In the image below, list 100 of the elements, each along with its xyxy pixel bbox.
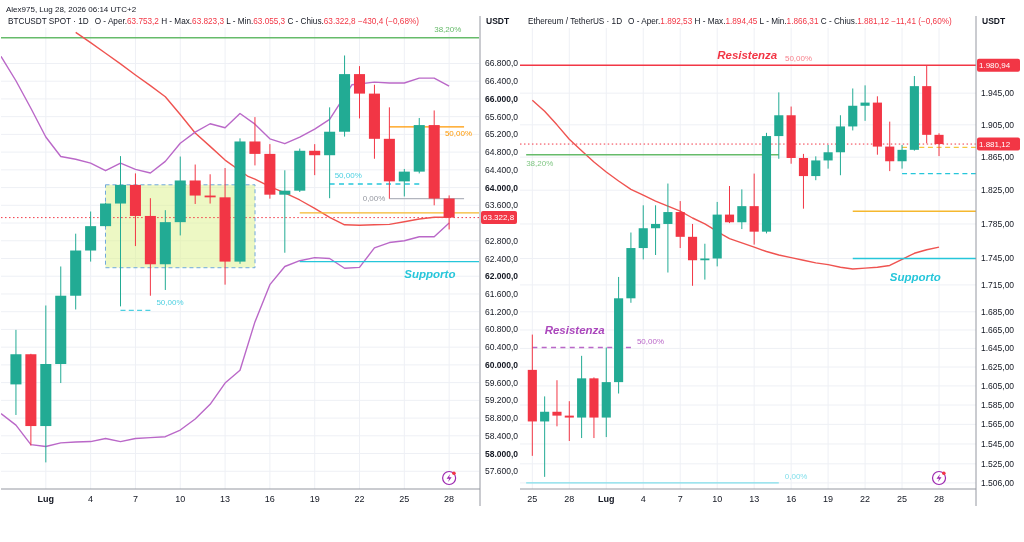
y-tick-label: 64.400,0 xyxy=(485,164,519,175)
annotation: Resistenza xyxy=(717,49,778,62)
x-tick-label: 28 xyxy=(564,494,575,504)
y-tick-label: 1.645,00 xyxy=(981,343,1015,354)
annotation: 50,00% xyxy=(444,129,473,139)
candlestick xyxy=(860,84,870,122)
x-tick-label: 13 xyxy=(749,494,760,504)
annotation: 50,00% xyxy=(636,336,665,346)
candlestick xyxy=(811,155,821,181)
candlestick xyxy=(798,153,809,210)
y-tick-label: 1.545,00 xyxy=(981,438,1015,449)
y-tick-label: 66.400,0 xyxy=(485,76,519,87)
x-tick-label: 4 xyxy=(88,494,94,504)
candlestick xyxy=(848,87,858,131)
text: Alex975, Lug 28, 2026 06:14 UTC+2 xyxy=(6,4,137,14)
y-tick-label: 1.665,00 xyxy=(981,325,1015,335)
x-tick-label: 19 xyxy=(823,494,834,504)
y-tick-label: 1.905,00 xyxy=(981,119,1015,130)
candlestick xyxy=(189,164,201,205)
candlestick xyxy=(638,204,648,260)
candlestick xyxy=(823,144,833,170)
y-tick-label: 61.600,0 xyxy=(485,288,519,299)
y-tick-label: 66.800,0 xyxy=(485,58,519,69)
y-tick-label: 1.865,00 xyxy=(981,152,1015,163)
x-tick-label: 19 xyxy=(309,494,320,504)
y-tick-label: 60.400,0 xyxy=(485,342,519,353)
annotation: 50,00% xyxy=(156,297,184,307)
y-tick-label: 1.715,00 xyxy=(981,279,1015,290)
candlestick xyxy=(249,116,261,166)
y-tick-label: 57.600,0 xyxy=(485,466,519,477)
y-tick-label: 1.945,00 xyxy=(981,88,1015,99)
y-tick-label: 60.000,0 xyxy=(485,359,519,370)
annotation: Supporto xyxy=(889,271,941,284)
annotation: 0,00% xyxy=(362,194,386,204)
y-tick-label: 59.600,0 xyxy=(485,377,519,388)
y-tick-label: 1.525,00 xyxy=(981,458,1015,469)
candlestick xyxy=(552,379,562,427)
y-axis-title: USDT xyxy=(486,16,510,26)
x-tick-label: Lug xyxy=(37,494,55,504)
annotation: 38,20% xyxy=(434,25,462,35)
x-tick-label: Lug xyxy=(598,494,615,504)
x-tick-label: 28 xyxy=(444,494,455,504)
x-tick-label: 25 xyxy=(399,494,410,504)
chart-title: BTCUSDT SPOT · 1D xyxy=(8,16,89,26)
candlestick xyxy=(324,106,336,199)
y-tick-label: 1.625,00 xyxy=(981,362,1015,373)
y-tick-label: 1.685,00 xyxy=(981,306,1015,317)
annotation: 0,00% xyxy=(784,472,808,482)
x-tick-label: 22 xyxy=(860,494,871,504)
y-tick-label: 58.000,0 xyxy=(485,448,519,459)
y-axis-title: USDT xyxy=(982,16,1006,26)
y-tick-label: 1.605,00 xyxy=(981,380,1015,391)
x-tick-label: 28 xyxy=(934,494,945,504)
y-tick-label: 58.800,0 xyxy=(485,413,519,424)
candlestick xyxy=(724,185,735,224)
annotation: Supporto xyxy=(404,268,456,281)
candlestick xyxy=(309,143,321,176)
y-tick-label: 1.506,00 xyxy=(981,477,1015,488)
text: O - Aper.1.892,53 H - Max.1.894,45 L - Min.1.866,31 C - Chius.1.881,12 −11,41 (−0,60%) xyxy=(628,16,952,26)
chart-title: Ethereum / TetherUS · 1D xyxy=(528,16,623,26)
candlestick xyxy=(353,65,366,119)
y-tick-label: 58.400,0 xyxy=(485,430,519,441)
y-tick-label: 61.200,0 xyxy=(485,306,519,317)
candlestick xyxy=(687,223,698,287)
x-tick-label: 16 xyxy=(786,494,797,504)
text: O - Aper.63.753,2 H - Max.63.823,3 L - Min.63.055,3 C - Chius.63.322,8 −430,4 (−0,68%) xyxy=(94,16,419,26)
y-tick-label: 64.800,0 xyxy=(485,147,519,158)
annotation: 50,00% xyxy=(784,53,813,63)
annotation: 50,00% xyxy=(334,170,362,180)
candlestick xyxy=(540,395,550,478)
y-tick-label: 65.600,0 xyxy=(485,111,519,122)
candlestick xyxy=(663,183,673,274)
ref-line-label: 63.322,8 xyxy=(483,213,515,223)
candlestick xyxy=(774,91,784,160)
ref-line-label: 1.881,12 xyxy=(979,139,1011,149)
y-tick-label: 63.600,0 xyxy=(485,200,519,211)
y-tick-label: 62.000,0 xyxy=(485,271,519,282)
y-tick-label: 64.000,0 xyxy=(485,182,519,193)
x-tick-label: 22 xyxy=(354,494,365,504)
y-tick-label: 1.785,00 xyxy=(981,218,1015,229)
ref-line-label: 1.980,94 xyxy=(979,60,1011,70)
candlestick xyxy=(897,144,907,170)
candlestick xyxy=(279,169,291,254)
y-tick-label: 60.800,0 xyxy=(485,324,519,335)
y-tick-label: 66.000,0 xyxy=(485,93,519,104)
candlestick xyxy=(651,204,661,256)
annotation: Resistenza xyxy=(544,323,606,336)
x-tick-label: 13 xyxy=(220,494,231,504)
candlestick xyxy=(564,400,574,442)
y-tick-label: 62.400,0 xyxy=(485,253,519,264)
candlestick xyxy=(398,168,410,197)
candlestick xyxy=(100,202,112,228)
x-tick-label: 10 xyxy=(712,494,723,504)
candlestick xyxy=(737,188,747,230)
x-tick-label: 7 xyxy=(677,494,683,504)
y-tick-label: 1.585,00 xyxy=(981,400,1015,411)
y-tick-label: 1.565,00 xyxy=(981,419,1015,430)
x-tick-label: 7 xyxy=(132,494,138,504)
x-tick-label: 25 xyxy=(527,494,538,504)
y-tick-label: 1.745,00 xyxy=(981,253,1015,264)
